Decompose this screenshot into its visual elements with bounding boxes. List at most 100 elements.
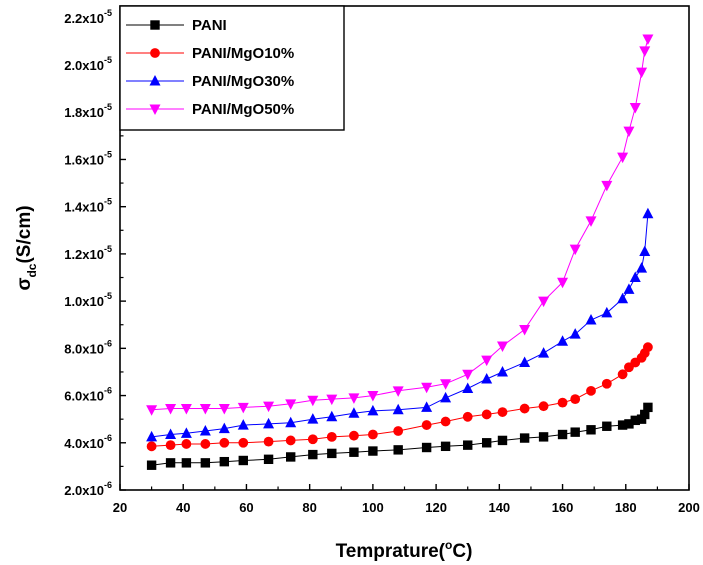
ticks-layer: 20 40 60 80 100 120 140 160 180 2002.0x10-64.0x10… [64,8,700,515]
data-point-3-26 [629,103,641,114]
data-point-1-16 [481,409,492,420]
x-axis-title-sup: o [445,538,452,552]
y-tick-label-mantissa-4: 1.0x10 [64,294,104,309]
y-tick-label-mantissa-10: 2.2x10 [64,11,104,26]
y-tick-label-0: 2.0x10-6 [64,480,112,498]
series-0 [146,402,653,470]
data-point-0-5 [238,455,248,466]
data-point-2-28 [639,245,651,257]
data-point-2-9 [326,410,338,422]
data-point-0-10 [349,447,359,457]
data-point-2-15 [462,382,474,393]
x-tick-label-3: 80 [302,500,316,515]
x-axis-title-main: Temprature( [336,541,446,562]
data-point-3-2 [180,404,192,415]
data-point-3-27 [636,67,648,79]
data-point-0-22 [586,425,596,435]
data-point-2-29 [642,207,654,219]
x-axis-title: Temprature(oC) [336,538,473,562]
data-point-2-25 [623,283,635,294]
x-axis-title-end: C) [452,541,472,562]
y-tick-label-mantissa-0: 2.0x10 [64,483,104,498]
data-point-0-15 [463,440,473,450]
data-point-3-16 [481,355,493,367]
data-point-2-3 [199,424,211,436]
data-point-0-2 [181,458,192,468]
data-point-1-1 [165,440,176,451]
y-tick-label-exp-10: -5 [104,8,112,18]
data-point-3-13 [421,382,433,394]
data-point-3-12 [392,386,404,397]
data-point-0-21 [570,427,580,437]
x-tick-label-9: 200 [678,500,700,515]
data-point-2-20 [557,335,569,346]
data-point-1-4 [219,437,230,448]
data-point-2-23 [601,306,613,318]
data-point-2-8 [307,413,319,424]
legend-entry-0: PANI [126,17,227,34]
y-tick-label-5: 1.2x10-5 [64,244,112,262]
y-tick-label-exp-2: -6 [104,386,112,396]
x-tick-label-7: 160 [552,500,574,515]
legend-entry-1: PANI/MgO10% [126,45,294,62]
y-tick-label-mantissa-2: 6.0x10 [64,389,104,404]
data-point-1-14 [440,416,451,427]
data-point-2-14 [440,391,452,403]
data-point-0-16 [481,438,492,448]
series-3 [146,34,654,416]
x-tick-label-8: 180 [615,500,637,515]
data-point-2-2 [180,427,192,438]
data-point-1-24 [617,369,628,380]
x-tick-label-6: 140 [488,500,510,515]
data-point-2-6 [263,417,275,429]
data-point-1-3 [200,439,211,449]
y-tick-label-exp-9: -5 [104,55,112,65]
data-point-1-22 [586,385,596,396]
y-tick-label-3: 8.0x10-6 [64,338,112,356]
legend-label-3: PANI/MgO50% [192,101,294,118]
y-tick-label-exp-8: -5 [104,102,112,112]
data-point-3-10 [348,393,360,404]
data-point-3-22 [585,216,597,227]
data-point-0-11 [368,446,378,456]
data-point-2-10 [348,407,360,418]
x-tick-label-0: 20 [113,500,127,515]
legend-label-1: PANI/MgO10% [192,45,294,62]
data-point-0-28 [640,409,650,420]
data-point-3-24 [617,152,629,164]
data-point-2-5 [237,419,249,430]
legend-label-2: PANI/MgO30% [192,73,294,90]
data-point-0-20 [557,429,568,440]
data-point-0-1 [165,458,176,468]
series-layer [146,34,654,470]
data-point-3-1 [165,404,177,415]
data-point-1-9 [326,431,337,442]
y-tick-label-10: 2.2x10-5 [64,8,112,26]
y-tick-label-exp-7: -5 [104,149,112,159]
data-point-0-24 [617,420,628,430]
legend-marker-2 [149,75,161,86]
y-tick-label-mantissa-5: 1.2x10 [64,247,104,262]
data-point-1-5 [238,437,249,448]
data-point-1-6 [263,436,274,447]
data-point-0-3 [200,458,211,468]
y-tick-label-mantissa-8: 1.8x10 [64,105,104,120]
data-point-1-0 [146,441,157,452]
data-point-0-19 [538,432,549,442]
y-tick-label-exp-6: -5 [104,197,112,207]
data-point-1-20 [557,397,568,408]
data-point-3-21 [569,244,581,256]
series-1 [146,342,653,452]
data-point-2-17 [496,365,508,377]
data-point-3-29 [642,34,654,46]
y-axis-title: σdc(S/cm) [14,205,39,290]
data-point-3-8 [307,395,319,407]
y-tick-label-exp-5: -5 [104,244,112,254]
data-point-2-13 [421,401,433,412]
data-point-3-0 [146,405,158,416]
x-tick-label-5: 120 [425,500,447,515]
data-point-2-0 [146,430,158,442]
x-tick-label-2: 60 [239,500,253,515]
y-tick-label-9: 2.0x10-5 [64,55,112,73]
